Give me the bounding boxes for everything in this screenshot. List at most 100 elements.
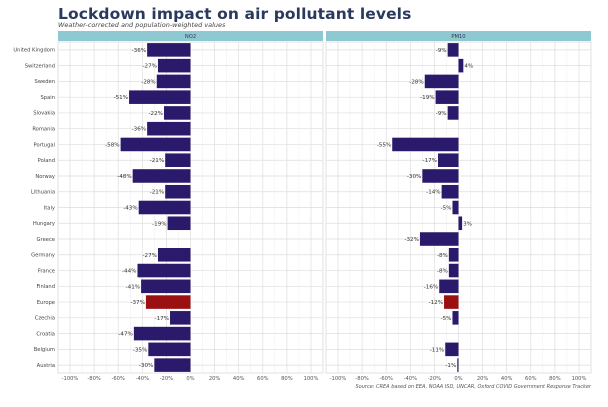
bar-pm10 xyxy=(392,137,459,152)
x-tick-label: 20% xyxy=(209,376,221,382)
bar-no2 xyxy=(141,279,191,294)
bar-pm10 xyxy=(419,232,459,246)
category-label: Spain xyxy=(41,95,56,101)
value-label: 3% xyxy=(463,221,472,227)
value-label: -36% xyxy=(132,127,146,133)
value-label: -48% xyxy=(117,174,131,180)
value-label: -16% xyxy=(424,284,438,290)
value-label: -44% xyxy=(122,269,136,275)
x-tick-label: 40% xyxy=(501,376,513,382)
value-label: -47% xyxy=(118,332,132,338)
value-label: -32% xyxy=(404,237,418,243)
bar-no2 xyxy=(163,106,191,120)
value-label: -5% xyxy=(441,316,452,322)
bar-no2 xyxy=(170,311,191,325)
x-tick-label: -20% xyxy=(428,376,441,382)
bar-no2 xyxy=(145,295,191,309)
bar-no2 xyxy=(138,200,191,215)
value-label: -41% xyxy=(126,284,140,290)
bar-no2 xyxy=(129,90,191,104)
bar-pm10 xyxy=(438,153,459,167)
bar-no2 xyxy=(156,74,191,89)
category-label: Poland xyxy=(38,158,55,164)
x-tick-label: -80% xyxy=(87,376,100,382)
category-label: Finland xyxy=(36,284,55,290)
bar-no2 xyxy=(157,248,191,262)
category-label: Greece xyxy=(37,237,55,243)
bar-no2 xyxy=(132,169,191,183)
bar-no2 xyxy=(154,358,191,372)
bar-no2 xyxy=(157,58,191,73)
bar-pm10 xyxy=(424,74,459,89)
value-label: -30% xyxy=(139,363,153,369)
x-tick-label: 60% xyxy=(257,376,269,382)
bar-pm10 xyxy=(447,106,459,120)
x-tick-label: -60% xyxy=(379,376,392,382)
x-tick-label: 40% xyxy=(233,376,245,382)
bar-pm10 xyxy=(452,200,459,215)
x-tick-label: 20% xyxy=(477,376,489,382)
bar-no2 xyxy=(148,342,191,357)
category-label: Belgium xyxy=(34,347,55,353)
value-label: -1% xyxy=(445,363,456,369)
category-label: Croatia xyxy=(36,331,55,337)
x-tick-label: -100% xyxy=(330,376,347,382)
x-tick-label: -100% xyxy=(62,376,79,382)
x-tick-label: 80% xyxy=(549,376,561,382)
panel-title-pm10: PM10 xyxy=(451,34,465,40)
value-label: -12% xyxy=(429,300,443,306)
value-label: -35% xyxy=(133,347,147,353)
category-label: Norway xyxy=(35,174,55,180)
chart-title: Lockdown impact on air pollutant levels xyxy=(58,5,412,23)
x-tick-label: -80% xyxy=(355,376,368,382)
x-tick-label: 0% xyxy=(186,376,194,382)
category-label: Italy xyxy=(44,205,55,211)
value-label: -27% xyxy=(143,253,157,259)
value-label: -17% xyxy=(155,316,169,322)
bar-pm10 xyxy=(458,216,463,231)
value-label: -30% xyxy=(407,174,421,180)
category-label: France xyxy=(38,268,55,274)
bar-no2 xyxy=(120,137,191,152)
value-label: -14% xyxy=(426,190,440,196)
value-label: -5% xyxy=(441,206,452,212)
bar-pm10 xyxy=(452,311,459,325)
bar-no2 xyxy=(147,121,191,136)
bar-pm10 xyxy=(441,184,459,199)
value-label: -51% xyxy=(114,95,128,101)
value-label: -8% xyxy=(437,253,448,259)
value-label: -19% xyxy=(420,95,434,101)
value-label: -11% xyxy=(430,347,444,353)
bar-no2 xyxy=(133,326,191,341)
bar-pm10 xyxy=(439,279,459,294)
source-note: Source: CREA based on EEA, NOAA ISD, UNC… xyxy=(355,384,592,390)
x-tick-label: 100% xyxy=(304,376,319,382)
x-tick-label: 0% xyxy=(454,376,462,382)
value-label: -19% xyxy=(152,221,166,227)
value-label: -55% xyxy=(377,142,391,148)
bar-pm10 xyxy=(444,295,459,309)
bar-no2 xyxy=(137,263,191,278)
bar-pm10 xyxy=(457,358,459,372)
x-tick-label: 80% xyxy=(281,376,293,382)
category-label: United Kingdom xyxy=(13,48,55,54)
category-label: Hungary xyxy=(33,221,55,227)
x-tick-label: 60% xyxy=(525,376,537,382)
bar-pm10 xyxy=(447,43,459,57)
value-label: -58% xyxy=(105,142,119,148)
bar-no2 xyxy=(165,184,191,199)
category-label: Romania xyxy=(32,126,55,132)
bar-no2 xyxy=(147,43,191,57)
bar-pm10 xyxy=(448,248,459,262)
category-label: Czechia xyxy=(35,316,55,322)
value-label: -8% xyxy=(437,269,448,275)
category-label: Europe xyxy=(37,300,55,306)
value-label: 4% xyxy=(464,64,473,70)
category-label: Sweden xyxy=(35,79,56,85)
x-tick-label: -40% xyxy=(404,376,417,382)
value-label: -22% xyxy=(149,111,163,117)
x-tick-label: -20% xyxy=(160,376,173,382)
value-label: -21% xyxy=(150,190,164,196)
bar-pm10 xyxy=(458,58,464,73)
